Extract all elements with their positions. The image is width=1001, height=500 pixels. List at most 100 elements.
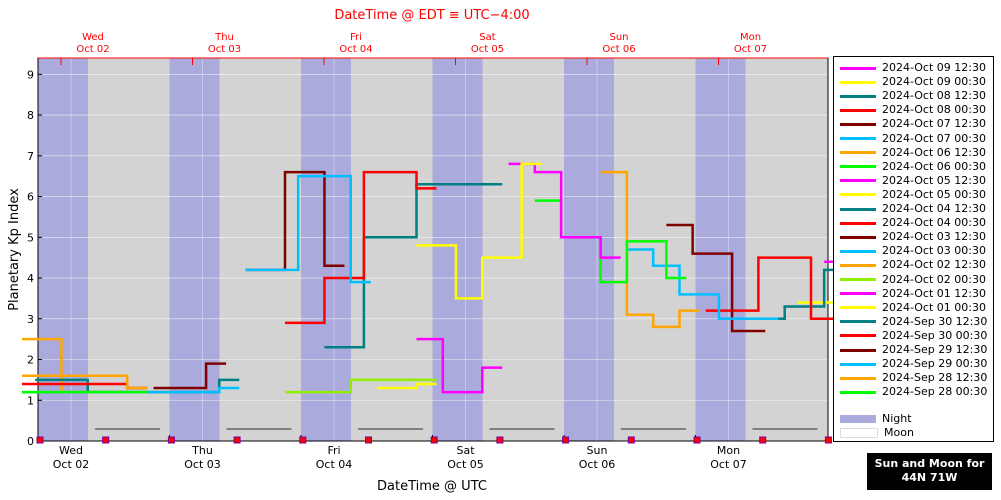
y-tick-label: 0 — [27, 435, 34, 448]
legend-label: 2024-Oct 01 00:30 — [882, 300, 986, 314]
legend-item: 2024-Oct 06 00:30 — [840, 160, 986, 174]
legend-swatch — [840, 221, 876, 225]
legend-item: 2024-Oct 04 12:30 — [840, 202, 986, 216]
legend-item: 2024-Sep 30 00:30 — [840, 329, 987, 343]
bottom-date-label: Oct 04 — [316, 458, 353, 471]
series-line — [285, 170, 437, 325]
legend-item: 2024-Sep 28 00:30 — [840, 385, 987, 399]
legend-label: 2024-Sep 28 12:30 — [882, 371, 988, 385]
series-line — [22, 374, 148, 390]
night-band — [301, 58, 351, 441]
series-line — [245, 174, 371, 284]
legend-item: 2024-Oct 08 00:30 — [840, 103, 986, 117]
event-marker — [233, 436, 241, 444]
y-tick-label: 2 — [27, 354, 34, 367]
top-day-label: Sun — [609, 32, 628, 43]
top-day-label: Thu — [214, 32, 234, 43]
legend-swatch — [840, 415, 876, 423]
y-axis-label: Planetary Kp Index — [7, 188, 22, 311]
legend-label: 2024-Oct 08 12:30 — [882, 89, 986, 103]
legend-label: 2024-Oct 05 00:30 — [882, 187, 986, 201]
series-line — [285, 378, 437, 394]
series-line — [508, 162, 621, 259]
event-marker — [496, 436, 504, 444]
legend-item: 2024-Oct 09 00:30 — [840, 75, 986, 89]
bottom-date-label: Oct 05 — [447, 458, 484, 471]
legend-item: 2024-Sep 28 12:30 — [840, 371, 987, 385]
legend-swatch — [840, 94, 876, 98]
series-line — [600, 170, 700, 329]
legend-label: 2024-Oct 02 12:30 — [882, 258, 986, 272]
night-band — [432, 58, 483, 441]
y-tick-label: 6 — [27, 191, 34, 204]
bottom-day-label: Wed — [59, 444, 83, 457]
legend-item: 2024-Sep 30 12:30 — [840, 315, 987, 329]
legend-label: 2024-Sep 30 00:30 — [882, 328, 988, 342]
legend-swatch — [840, 306, 876, 310]
legend-item: 2024-Oct 05 00:30 — [840, 188, 986, 202]
legend-item: 2024-Oct 03 00:30 — [840, 244, 986, 258]
badge-line2: 44N 71W — [901, 471, 958, 484]
event-marker — [562, 436, 570, 444]
legend-swatch — [840, 80, 876, 84]
y-tick-label: 4 — [27, 272, 34, 285]
series-line — [324, 183, 503, 349]
legend-item: Night — [840, 412, 912, 426]
top-day-label: Sat — [479, 32, 495, 43]
legend-swatch — [840, 122, 876, 126]
legend-label: 2024-Oct 07 12:30 — [882, 117, 986, 131]
bottom-date-label: Oct 03 — [184, 458, 221, 471]
top-date-label: Oct 04 — [339, 44, 372, 55]
legend-item: 2024-Sep 29 00:30 — [840, 357, 987, 371]
legend-item: Moon — [840, 426, 914, 440]
event-marker — [299, 436, 307, 444]
legend-label: 2024-Sep 28 00:30 — [882, 385, 988, 399]
legend-label: 2024-Oct 04 12:30 — [882, 202, 986, 215]
legend-swatch — [840, 278, 876, 281]
chart-title: DateTime @ EDT ≡ UTC−4:00 — [334, 8, 529, 23]
legend-label: 2024-Oct 04 00:30 — [882, 216, 986, 230]
legend-item: 2024-Oct 03 12:30 — [840, 230, 986, 244]
event-marker — [167, 436, 175, 444]
legend-item: 2024-Oct 05 12:30 — [840, 174, 986, 188]
legend-swatch — [840, 348, 876, 352]
series-line — [153, 362, 227, 390]
series-line — [626, 248, 779, 321]
bottom-day-label: Thu — [191, 444, 213, 457]
legend-label: 2024-Sep 29 00:30 — [882, 357, 988, 371]
legend-item: 2024-Oct 02 12:30 — [840, 258, 986, 272]
sun-moon-badge: Sun and Moon for 44N 71W — [867, 453, 992, 490]
legend-swatch — [840, 207, 876, 211]
series-line — [666, 223, 766, 333]
legend-label: 2024-Oct 03 12:30 — [882, 230, 986, 244]
event-marker — [430, 436, 438, 444]
legend: 2024-Oct 09 12:30 2024-Oct 09 00:30 2024-O… — [833, 56, 994, 442]
legend-item: 2024-Oct 02 00:30 — [840, 273, 986, 287]
event-marker — [365, 436, 372, 444]
badge-line1: Sun and Moon for — [874, 457, 985, 470]
bottom-day-label: Mon — [717, 444, 740, 457]
legend-item: 2024-Oct 04 00:30 — [840, 216, 986, 230]
bottom-day-label: Sat — [456, 444, 475, 457]
legend-label: Moon — [884, 426, 914, 439]
night-band — [564, 58, 614, 441]
y-tick-label: 9 — [27, 68, 34, 81]
legend-swatch — [840, 376, 876, 380]
legend-item: 2024-Oct 08 12:30 — [840, 89, 986, 103]
legend-swatch — [840, 165, 876, 169]
legend-item: 2024-Sep 29 12:30 — [840, 343, 987, 357]
top-date-label: Oct 02 — [76, 44, 109, 55]
legend-swatch — [840, 66, 876, 70]
legend-swatch — [840, 263, 876, 267]
legend-swatch — [840, 151, 876, 155]
legend-label: 2024-Oct 09 00:30 — [882, 75, 986, 89]
bottom-date-label: Oct 07 — [710, 458, 747, 471]
legend-label: Night — [882, 412, 912, 425]
event-marker — [36, 436, 44, 444]
legend-label: 2024-Oct 07 00:30 — [882, 131, 986, 145]
legend-item: 2024-Oct 07 12:30 — [840, 117, 986, 131]
legend-item: 2024-Oct 07 00:30 — [840, 132, 986, 146]
top-day-label: Fri — [350, 32, 362, 43]
x-axis-label: DateTime @ UTC — [377, 479, 487, 494]
